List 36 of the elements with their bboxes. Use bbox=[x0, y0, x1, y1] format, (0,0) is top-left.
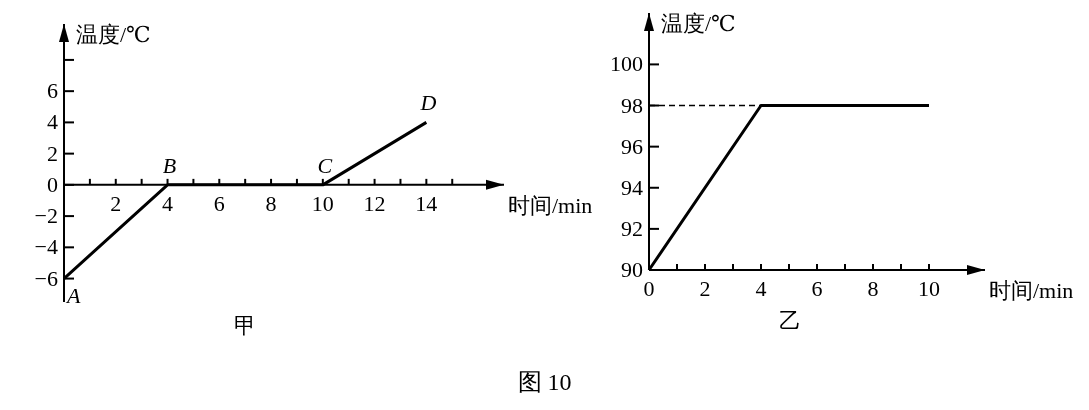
x-tick-label: 8 bbox=[867, 276, 879, 301]
x-tick-label: 10 bbox=[918, 276, 940, 301]
x-tick-label: 6 bbox=[811, 276, 823, 301]
x-tick-label: 4 bbox=[162, 190, 174, 216]
x-tick-label: 10 bbox=[311, 190, 334, 216]
y-tick-label: 4 bbox=[47, 109, 58, 135]
y-tick-label: 6 bbox=[47, 78, 58, 104]
x-tick-label: 2 bbox=[110, 190, 122, 216]
y-tick-label: −6 bbox=[34, 265, 58, 291]
y-tick-label: 92 bbox=[621, 215, 643, 241]
y-tick-label: 96 bbox=[621, 133, 643, 159]
y-tick-label: 100 bbox=[610, 51, 643, 77]
x-tick-label: 6 bbox=[213, 190, 225, 216]
x-tick-label: 12 bbox=[363, 190, 386, 216]
y-tick-label: 0 bbox=[47, 171, 58, 197]
y-tick-label: 98 bbox=[621, 92, 643, 118]
y-tick-label: −4 bbox=[34, 234, 58, 260]
y-tick-label: 90 bbox=[621, 257, 643, 282]
x-axis-title: 时间/min bbox=[989, 278, 1074, 303]
y-axis-title: 温度/℃ bbox=[76, 22, 151, 47]
x-tick-label: 4 bbox=[755, 276, 767, 301]
x-axis-title: 时间/min bbox=[508, 192, 593, 218]
y-tick-label: 2 bbox=[47, 140, 58, 166]
y-axis-title: 温度/℃ bbox=[661, 11, 736, 36]
annotation: D bbox=[419, 90, 437, 116]
text: 乙 bbox=[779, 308, 801, 333]
x-tick-label: 8 bbox=[265, 190, 277, 216]
x-tick-label: 14 bbox=[415, 190, 438, 216]
x-tick-label: 2 bbox=[699, 276, 711, 301]
caption: 图 10 bbox=[517, 369, 572, 395]
annotation: C bbox=[317, 152, 333, 178]
text: 甲 bbox=[234, 313, 256, 338]
annotation: B bbox=[162, 152, 177, 178]
annotation: A bbox=[65, 282, 81, 308]
y-tick-label: 94 bbox=[621, 174, 643, 200]
y-tick-label: −2 bbox=[34, 203, 58, 229]
